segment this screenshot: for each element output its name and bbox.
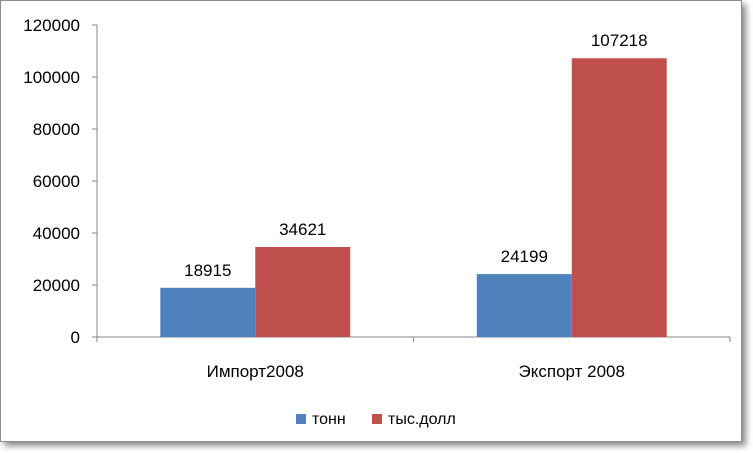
y-tick-label: 0 — [71, 328, 80, 347]
y-tick-label: 100000 — [23, 68, 80, 87]
legend-label: тыс.долл — [388, 411, 456, 428]
data-labels: 18915 34621 24199 107218 — [184, 31, 647, 280]
y-tick-label: 60000 — [33, 172, 80, 191]
y-tick-label: 40000 — [33, 224, 80, 243]
data-label: 24199 — [501, 247, 548, 266]
legend-swatch — [296, 414, 306, 424]
x-tick-label: Импорт2008 — [207, 362, 304, 381]
data-label: 18915 — [184, 261, 231, 280]
bar — [571, 58, 667, 337]
data-label: 107218 — [591, 31, 648, 50]
bar — [476, 274, 572, 337]
y-tick-label: 20000 — [33, 276, 80, 295]
bar — [255, 246, 351, 337]
bar — [160, 287, 256, 337]
y-tick-label: 80000 — [33, 120, 80, 139]
x-tick-label: Экспорт 2008 — [519, 362, 625, 381]
y-tick-label: 120000 — [23, 16, 80, 35]
bars — [160, 58, 667, 337]
data-label: 34621 — [279, 220, 326, 239]
legend-label: тонн — [312, 411, 346, 428]
legend: тонн тыс.долл — [296, 411, 456, 428]
legend-swatch — [372, 414, 382, 424]
